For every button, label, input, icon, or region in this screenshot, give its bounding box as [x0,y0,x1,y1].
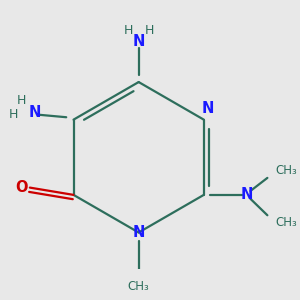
Text: H: H [145,24,154,37]
Text: CH₃: CH₃ [128,280,149,292]
Text: H: H [17,94,26,107]
Text: CH₃: CH₃ [276,216,297,229]
Text: N: N [28,105,41,120]
Text: N: N [133,225,145,240]
Text: H: H [9,108,19,121]
Text: H: H [123,24,133,37]
Text: N: N [240,188,253,202]
Text: N: N [133,34,145,49]
Text: CH₃: CH₃ [276,164,297,177]
Text: O: O [15,180,27,195]
Text: N: N [202,101,214,116]
